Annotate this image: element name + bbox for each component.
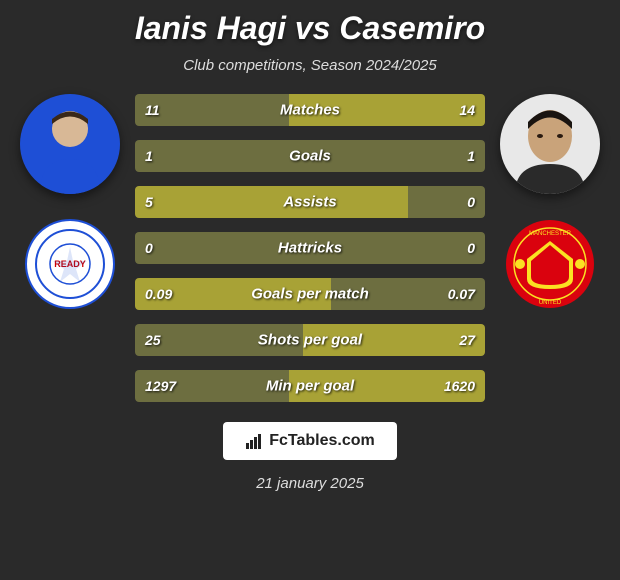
page-subtitle: Club competitions, Season 2024/2025 — [0, 57, 620, 74]
stat-left-value: 5 — [145, 194, 153, 210]
left-player-column: READY — [15, 94, 125, 309]
stat-left-value: 11 — [145, 102, 160, 118]
right-player-avatar — [500, 94, 600, 194]
bar-right-fill — [310, 140, 485, 172]
stat-row: 5 Assists 0 — [135, 186, 485, 218]
player-silhouette-icon — [500, 94, 600, 194]
stat-label: Matches — [280, 102, 340, 119]
stat-right-value: 1620 — [444, 378, 475, 394]
svg-text:MANCHESTER: MANCHESTER — [529, 231, 572, 237]
stat-label: Shots per goal — [258, 332, 362, 349]
stat-left-value: 1297 — [145, 378, 176, 394]
stat-label: Goals per match — [251, 286, 369, 303]
right-club-badge: MANCHESTER UNITED — [505, 219, 595, 309]
stat-left-value: 0 — [145, 240, 153, 256]
bar-left-fill — [135, 186, 408, 218]
rangers-badge-icon: READY — [25, 219, 115, 309]
main-content: READY 11 Matches 14 1 Goals 1 5 Assists 0 0 Hattri… — [0, 94, 620, 402]
stat-left-value: 1 — [145, 148, 153, 164]
footer-date: 21 january 2025 — [0, 475, 620, 492]
stat-label: Min per goal — [266, 378, 354, 395]
stat-row: 11 Matches 14 — [135, 94, 485, 126]
brand-text: FcTables.com — [269, 432, 375, 450]
player-silhouette-icon — [20, 94, 120, 194]
stat-right-value: 14 — [459, 102, 475, 118]
stat-left-value: 0.09 — [145, 286, 172, 302]
brand-badge: FcTables.com — [223, 422, 397, 460]
left-club-badge: READY — [25, 219, 115, 309]
page-title: Ianis Hagi vs Casemiro — [0, 10, 620, 47]
stat-row: 1 Goals 1 — [135, 140, 485, 172]
stat-right-value: 0 — [467, 194, 475, 210]
stat-row: 0 Hattricks 0 — [135, 232, 485, 264]
stat-row: 0.09 Goals per match 0.07 — [135, 278, 485, 310]
stat-right-value: 0.07 — [448, 286, 475, 302]
chart-icon — [245, 432, 263, 450]
comparison-card: Ianis Hagi vs Casemiro Club competitions… — [0, 0, 620, 580]
man-utd-badge-icon: MANCHESTER UNITED — [505, 219, 595, 309]
right-player-column: MANCHESTER UNITED — [495, 94, 605, 309]
svg-text:UNITED: UNITED — [539, 300, 562, 306]
left-player-avatar — [20, 94, 120, 194]
bar-left-fill — [135, 140, 310, 172]
stat-right-value: 27 — [459, 332, 475, 348]
stat-label: Hattricks — [278, 240, 342, 257]
footer: FcTables.com 21 january 2025 — [0, 422, 620, 492]
stat-row: 1297 Min per goal 1620 — [135, 370, 485, 402]
stat-right-value: 0 — [467, 240, 475, 256]
stat-left-value: 25 — [145, 332, 161, 348]
stat-right-value: 1 — [467, 148, 475, 164]
stat-row: 25 Shots per goal 27 — [135, 324, 485, 356]
stat-label: Goals — [289, 148, 331, 165]
stat-bars: 11 Matches 14 1 Goals 1 5 Assists 0 0 Hattricks 0 0.… — [135, 94, 485, 402]
stat-label: Assists — [283, 194, 336, 211]
